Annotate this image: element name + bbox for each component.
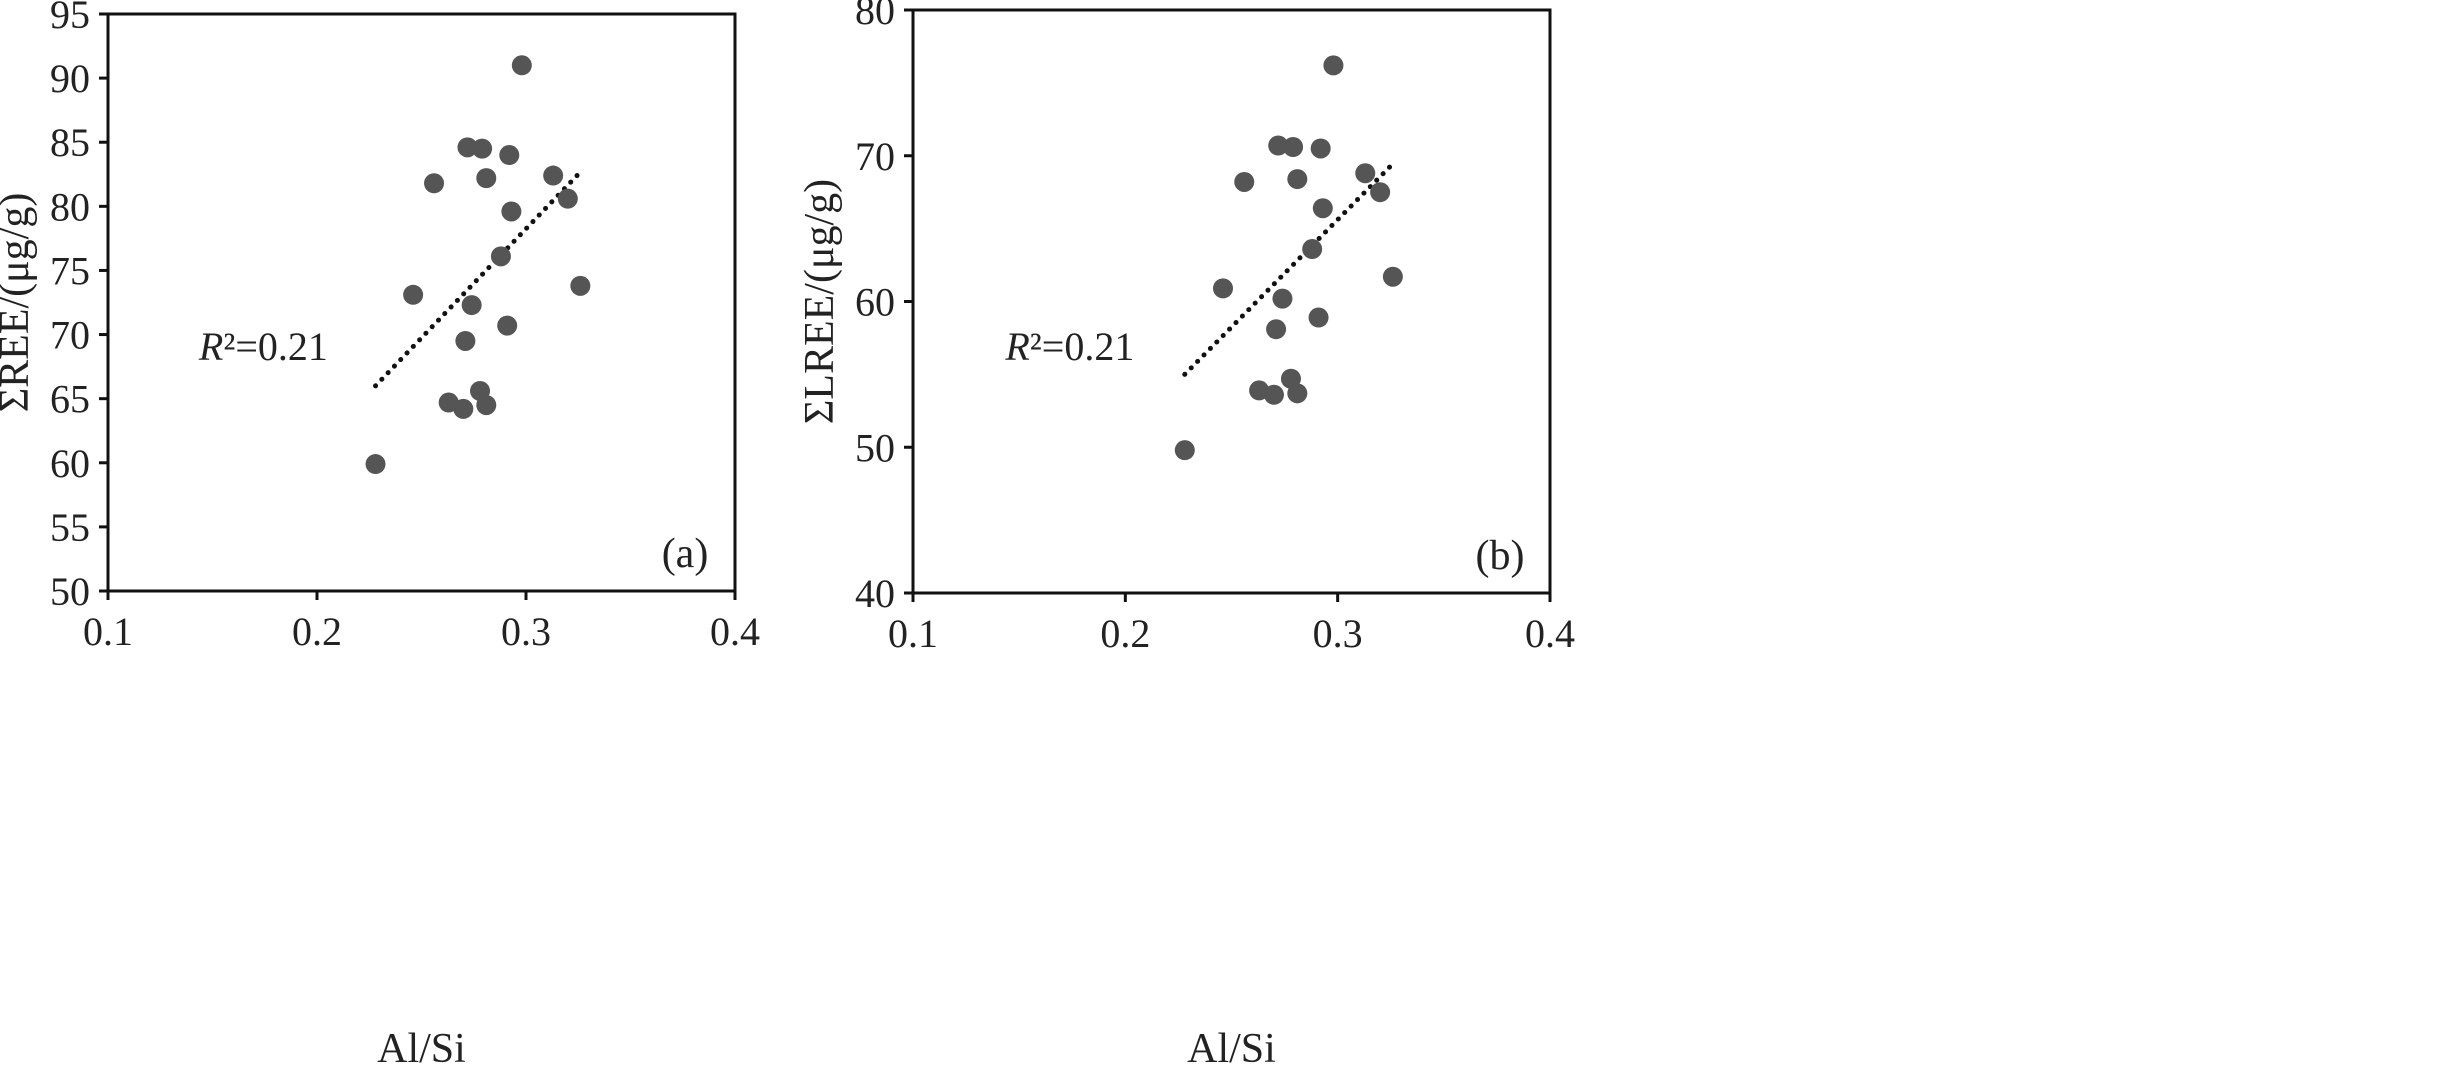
x-tick-label: 0.2 xyxy=(1100,611,1150,656)
trendline-group xyxy=(1182,163,1394,377)
y-tick-label: 50 xyxy=(855,425,895,470)
r-symbol: R xyxy=(198,324,223,369)
panel-label: (b) xyxy=(1476,533,1525,579)
x-tick-label: 0.1 xyxy=(888,611,938,656)
tick-marks xyxy=(99,12,737,600)
x-axis-label: Al/Si xyxy=(1187,1026,1276,1072)
chart-panel-b: 40 50 60 70 80 0.1 0.2 0.3 0.4 Al/Si ΣLREE/(μg/… xyxy=(797,0,1575,1072)
y-tick-label: 75 xyxy=(50,248,90,293)
y-tick-labels: 50 55 60 65 70 75 80 85 90 95 xyxy=(50,0,90,614)
data-points xyxy=(1174,55,1403,461)
x-tick-labels: 0.1 0.2 0.3 0.4 xyxy=(83,609,760,654)
y-tick-label: 70 xyxy=(50,313,90,358)
tick-marks xyxy=(904,8,1552,602)
y-tick-label: 55 xyxy=(50,505,90,550)
data-point xyxy=(461,295,482,316)
data-point xyxy=(1263,384,1284,405)
plot-frame xyxy=(911,8,1552,595)
y-axis-label: ΣREE/(μg/g) xyxy=(0,193,38,413)
data-point xyxy=(1283,137,1304,158)
data-point xyxy=(1370,182,1391,203)
data-point xyxy=(1266,319,1287,340)
panel-label: (a) xyxy=(662,531,709,577)
r-squared-value: ²=0.21 xyxy=(223,324,328,369)
y-tick-label: 70 xyxy=(855,134,895,179)
data-point xyxy=(1268,135,1289,156)
x-tick-label: 0.3 xyxy=(1313,611,1363,656)
y-tick-label: 60 xyxy=(855,280,895,325)
x-axis-label: Al/Si xyxy=(377,1026,466,1072)
data-point xyxy=(457,137,478,158)
y-tick-label: 80 xyxy=(50,184,90,229)
data-points xyxy=(365,55,591,475)
y-tick-label: 40 xyxy=(855,571,895,616)
data-point xyxy=(1302,239,1323,260)
y-tick-label: 95 xyxy=(50,0,90,37)
trendline xyxy=(373,171,581,389)
data-point xyxy=(1234,171,1255,192)
data-point xyxy=(424,173,445,194)
r-squared-annotation: R²=0.21 xyxy=(198,324,328,369)
data-point xyxy=(1355,163,1376,184)
data-point xyxy=(557,188,578,209)
y-axis-label: ΣLREE/(μg/g) xyxy=(797,179,843,424)
r-squared-value: ²=0.21 xyxy=(1030,324,1135,369)
data-point xyxy=(490,246,511,267)
data-point xyxy=(543,165,564,186)
data-point xyxy=(365,454,386,475)
data-point xyxy=(1287,169,1308,190)
y-tick-label: 60 xyxy=(50,441,90,486)
data-point xyxy=(1272,288,1293,309)
plot-frame xyxy=(106,12,737,593)
data-point xyxy=(1174,440,1195,461)
x-tick-label: 0.4 xyxy=(1525,611,1575,656)
x-tick-labels: 0.1 0.2 0.3 0.4 xyxy=(888,611,1575,656)
x-tick-label: 0.4 xyxy=(710,609,760,654)
data-point xyxy=(1310,138,1331,159)
data-point xyxy=(1213,278,1234,299)
data-point xyxy=(1382,266,1403,287)
data-point xyxy=(1323,55,1344,76)
data-point xyxy=(476,168,497,189)
y-tick-label: 90 xyxy=(50,56,90,101)
data-point xyxy=(455,330,476,351)
y-tick-label: 65 xyxy=(50,377,90,422)
trendline xyxy=(1182,163,1394,377)
data-point xyxy=(476,395,497,416)
data-point xyxy=(497,315,518,336)
data-point xyxy=(570,275,591,296)
data-point xyxy=(501,201,522,222)
trendline-group xyxy=(373,171,581,389)
data-point xyxy=(1308,307,1329,328)
data-point xyxy=(453,398,474,419)
data-point xyxy=(1287,383,1308,404)
data-point xyxy=(499,145,520,166)
data-point xyxy=(403,284,424,305)
x-tick-label: 0.3 xyxy=(501,609,551,654)
x-tick-label: 0.2 xyxy=(292,609,342,654)
data-point xyxy=(472,138,493,159)
y-tick-label: 50 xyxy=(50,569,90,614)
y-tick-labels: 40 50 60 70 80 xyxy=(855,0,895,616)
r-squared-annotation: R²=0.21 xyxy=(1004,324,1134,369)
y-tick-label: 80 xyxy=(855,0,895,33)
x-tick-label: 0.1 xyxy=(83,609,133,654)
data-point xyxy=(1312,198,1333,219)
data-point xyxy=(511,55,532,76)
y-tick-label: 85 xyxy=(50,120,90,165)
r-symbol: R xyxy=(1004,324,1029,369)
